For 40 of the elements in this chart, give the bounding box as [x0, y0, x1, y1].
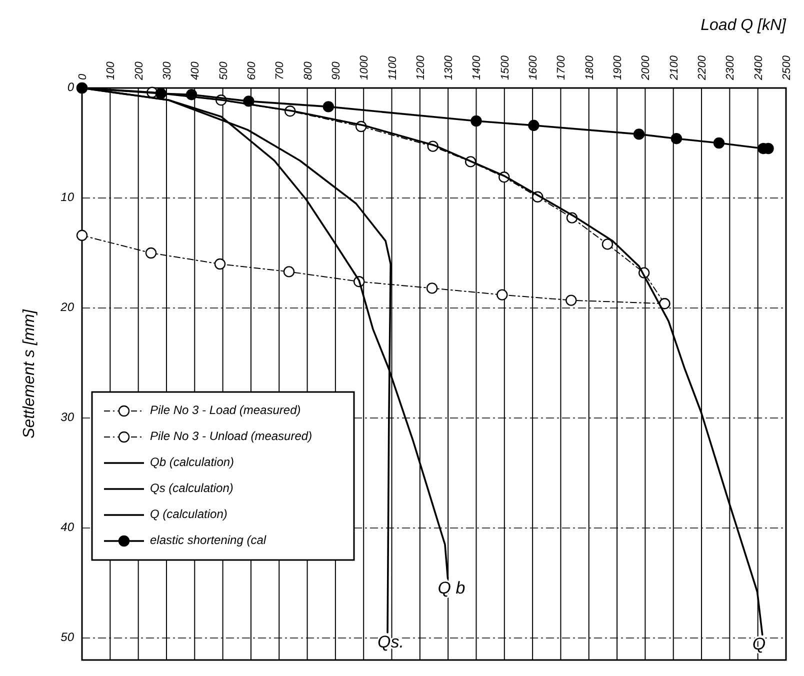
legend-label: Q (calculation) — [150, 507, 228, 522]
legend-label: Qb (calculation) — [150, 455, 234, 470]
x-tick-label: 2400 — [752, 54, 765, 81]
x-tick-label: 100 — [105, 60, 118, 80]
x-tick-label: 1600 — [528, 54, 540, 80]
y-tick-label: 10 — [60, 190, 74, 204]
x-tick-label: 1300 — [443, 54, 456, 80]
y-tick-label: 0 — [67, 80, 74, 94]
x-tick-label: 1400 — [471, 54, 484, 80]
legend-label: elastic shortening (cal — [150, 533, 266, 548]
x-tick-label: 1000 — [358, 54, 371, 80]
x-tick-label: 900 — [330, 60, 342, 80]
x-tick-label: 1800 — [584, 54, 596, 80]
legend-label: Pile No 3 - Load (measured) — [150, 403, 301, 418]
legend-label: Qs (calculation) — [150, 481, 234, 496]
y-tick-label: 30 — [60, 410, 74, 424]
x-tick-label: 200 — [133, 60, 146, 81]
x-tick-label: 2000 — [640, 54, 652, 81]
x-tick-label: 1100 — [386, 55, 399, 80]
x-tick-label: 1900 — [612, 54, 624, 80]
x-tick-label: 600 — [246, 60, 258, 80]
x-tick-label: 1500 — [499, 54, 512, 80]
y-axis-title: Settlement s [mm] — [21, 308, 38, 438]
x-tick-label: 2100 — [668, 54, 680, 81]
x-tick-label: 500 — [218, 60, 230, 80]
x-tick-label: 400 — [190, 60, 202, 80]
x-tick-label: 2200 — [696, 54, 709, 81]
y-tick-label: 40 — [60, 520, 74, 534]
legend-label: Pile No 3 - Unload (measured) — [150, 429, 312, 444]
x-tick-label: 1200 — [414, 54, 427, 80]
x-tick-label: 700 — [274, 60, 286, 80]
x-tick-label: 1700 — [556, 54, 568, 80]
x-tick-label: 2300 — [724, 54, 737, 81]
y-tick-label: 20 — [60, 300, 74, 314]
x-tick-label: 0 — [77, 73, 89, 80]
y-tick-label: 50 — [60, 630, 74, 644]
x-tick-label: 2500 — [781, 54, 793, 81]
x-axis-title: Load Q [kN] — [700, 17, 787, 34]
x-tick-label: 800 — [302, 60, 314, 80]
x-tick-label: 300 — [161, 60, 174, 80]
